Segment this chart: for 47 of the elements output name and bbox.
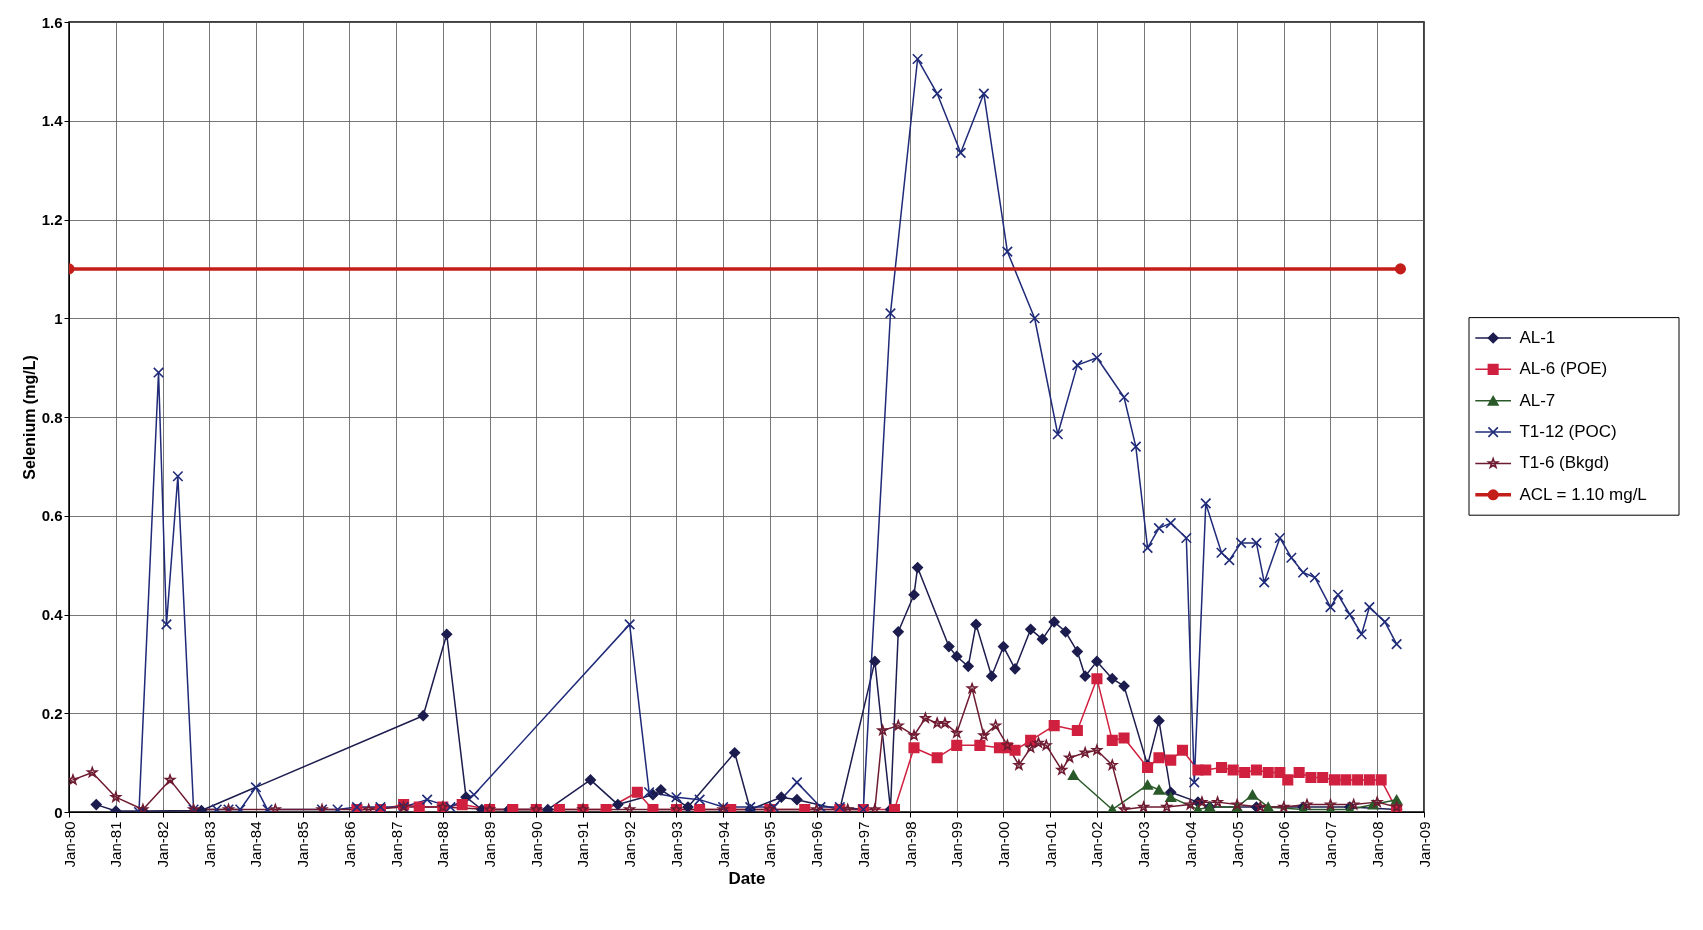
x-tick-label: Jan-95 (761, 821, 779, 868)
x-tick-label: Jan-04 (1181, 821, 1199, 868)
x-tick-label: Jan-94 (714, 821, 732, 868)
x-tick-label: Jan-81 (107, 821, 125, 868)
x-axis-title: Date (728, 869, 766, 889)
x-tick-label: Jan-87 (387, 821, 405, 868)
legend-label: AL-1 (1519, 328, 1556, 347)
y-tick-label: 1 (54, 309, 63, 327)
x-tick-label: Jan-86 (340, 821, 358, 868)
legend-label: ACL = 1.10 mg/L (1519, 484, 1647, 504)
x-tick-label: Jan-92 (621, 821, 639, 868)
x-tick-label: Jan-83 (200, 821, 218, 868)
x-tick-label: Jan-91 (574, 821, 592, 868)
x-tick-label: Jan-01 (1041, 821, 1059, 868)
y-tick-label: 0.8 (41, 408, 63, 426)
legend-label: T1-6 (Bkgd) (1519, 453, 1610, 473)
x-tick-label: Jan-88 (434, 821, 452, 868)
x-tick-label: Jan-98 (901, 821, 919, 868)
x-tick-label: Jan-03 (1135, 821, 1153, 868)
x-tick-label: Jan-06 (1275, 821, 1293, 868)
y-tick-label: 1.4 (41, 112, 64, 130)
x-tick-label: Jan-93 (667, 821, 685, 868)
x-tick-label: Jan-84 (247, 821, 265, 868)
y-axis-title: Selenium (mg/L) (20, 355, 38, 480)
y-tick-label: 0 (54, 803, 63, 821)
x-tick-label: Jan-96 (808, 821, 826, 868)
x-tick-label: Jan-80 (60, 821, 78, 868)
x-tick-label: Jan-82 (154, 821, 172, 868)
x-tick-label: Jan-09 (1415, 821, 1433, 868)
y-tick-label: 0.2 (41, 704, 63, 722)
x-tick-label: Jan-05 (1228, 821, 1246, 868)
x-tick-label: Jan-02 (1088, 821, 1106, 868)
x-tick-label: Jan-85 (294, 821, 312, 868)
legend-label: T1-12 (POC) (1519, 422, 1617, 442)
y-tick-label: 1.6 (41, 13, 63, 31)
x-tick-label: Jan-00 (994, 821, 1012, 868)
x-tick-label: Jan-07 (1321, 821, 1339, 868)
x-tick-label: Jan-08 (1368, 821, 1386, 868)
legend-label: AL-7 (1519, 390, 1556, 410)
x-tick-label: Jan-97 (854, 821, 872, 868)
x-tick-label: Jan-90 (527, 821, 545, 868)
x-tick-label: Jan-99 (948, 821, 966, 868)
y-tick-label: 0.6 (41, 507, 63, 525)
legend-label: AL-6 (POE) (1519, 359, 1608, 379)
y-tick-label: 0.4 (41, 606, 64, 623)
y-tick-label: 1.2 (41, 211, 63, 228)
x-tick-label: Jan-89 (481, 821, 499, 868)
